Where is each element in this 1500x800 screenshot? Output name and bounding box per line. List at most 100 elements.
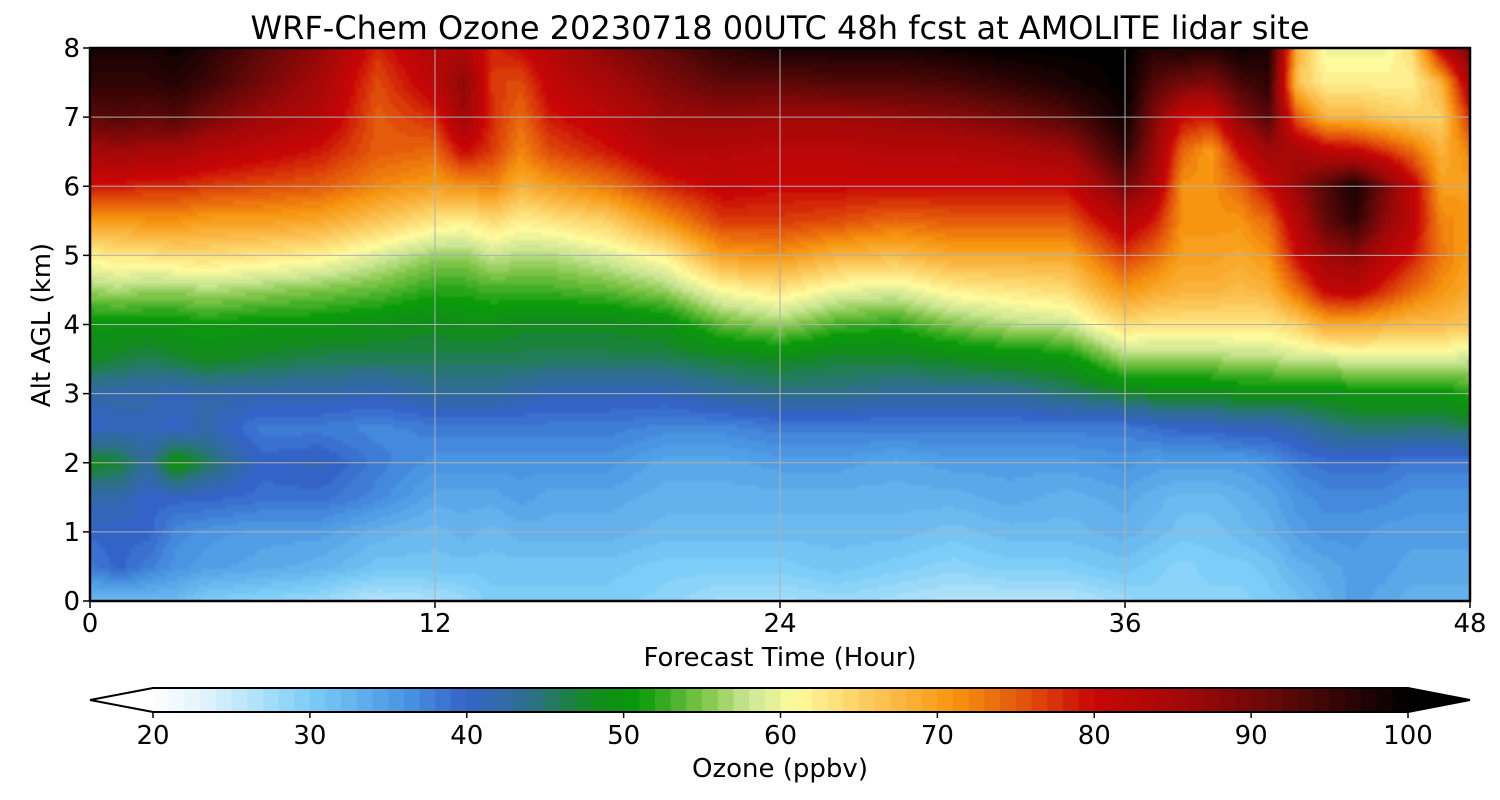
colorbar-band (1031, 688, 1048, 712)
colorbar-min-extension (90, 688, 153, 712)
chart-title: WRF-Chem Ozone 20230718 00UTC 48h fcst a… (250, 9, 1309, 47)
colorbar-band (1219, 688, 1237, 712)
colorbar-band (921, 688, 938, 712)
colorbar-ticks: 20 30 40 50 60 70 80 90 100 (136, 712, 1433, 751)
colorbar-tick-label: 90 (1235, 721, 1268, 751)
colorbar-band (1172, 688, 1189, 712)
colorbar-band (1266, 688, 1284, 712)
colorbar-band (247, 688, 264, 712)
colorbar-band (1235, 688, 1252, 712)
colorbar-max-extension (1408, 688, 1470, 712)
colorbar-tick-label: 30 (293, 721, 326, 751)
y-tick-label: 2 (63, 449, 80, 479)
y-tick-label: 1 (63, 518, 80, 548)
colorbar-band (388, 688, 405, 712)
colorbar-band (1188, 688, 1205, 712)
colorbar-band (686, 688, 703, 712)
colorbar-band (733, 688, 750, 712)
colorbar-band (545, 688, 562, 712)
colorbar-band (749, 688, 766, 712)
colorbar-band (325, 688, 342, 712)
colorbar-band (215, 688, 233, 712)
colorbar-band (435, 688, 452, 712)
y-tick-label: 0 (63, 587, 80, 617)
colorbar-band (1125, 688, 1142, 712)
colorbar-tick-label: 60 (764, 721, 797, 751)
colorbar-band (827, 688, 844, 712)
colorbar-band (1062, 688, 1080, 712)
colorbar-band (607, 688, 625, 712)
colorbar-band (843, 688, 860, 712)
colorbar-band (1157, 688, 1174, 712)
colorbar-band (1392, 688, 1409, 712)
colorbar-band (513, 688, 531, 712)
colorbar-band (639, 688, 656, 712)
colorbar-band (529, 688, 546, 712)
colorbar-tick-label: 20 (136, 721, 169, 751)
colorbar-band (655, 688, 672, 712)
colorbar-band (372, 688, 389, 712)
colorbar-band (153, 688, 170, 712)
colorbar-band (1360, 688, 1378, 712)
colorbar-band (968, 688, 986, 712)
colorbar-band (356, 688, 374, 712)
colorbar-band (937, 688, 954, 712)
colorbar-band (278, 688, 295, 712)
colorbar-band (1047, 688, 1064, 712)
colorbar-band (890, 688, 907, 712)
colorbar-band (858, 688, 876, 712)
colorbar-band (1298, 688, 1315, 712)
y-tick-label: 7 (63, 103, 80, 133)
x-tick-label: 12 (418, 609, 451, 639)
colorbar-band (702, 688, 719, 712)
y-tick-label: 3 (63, 380, 80, 410)
x-tick-label: 48 (1453, 609, 1486, 639)
x-axis-label: Forecast Time (Hour) (643, 643, 916, 673)
colorbar-band (1251, 688, 1268, 712)
y-axis-ticks: 0 1 2 3 4 5 6 7 8 (63, 34, 90, 617)
colorbar-band (592, 688, 609, 712)
colorbar-band (451, 688, 468, 712)
colorbar-band (466, 688, 484, 712)
colorbar-band (670, 688, 687, 712)
colorbar-band (184, 688, 201, 712)
colorbar-band (796, 688, 813, 712)
colorbar-band (498, 688, 515, 712)
grid-lines (90, 48, 1470, 601)
colorbar-band (717, 688, 735, 712)
colorbar-band (1000, 688, 1017, 712)
colorbar-band (1109, 688, 1127, 712)
colorbar-band (168, 688, 185, 712)
y-tick-label: 8 (63, 34, 80, 64)
colorbar-band (1313, 688, 1331, 712)
colorbar-band (623, 688, 640, 712)
y-tick-label: 5 (63, 241, 80, 271)
colorbar-band (309, 688, 327, 712)
colorbar-band (1282, 688, 1299, 712)
y-axis-label: Alt AGL (km) (27, 243, 57, 407)
colorbar-band (1141, 688, 1158, 712)
colorbar-tick-label: 50 (607, 721, 640, 751)
colorbar-band (953, 688, 970, 712)
x-tick-label: 0 (82, 609, 99, 639)
y-tick-label: 6 (63, 172, 80, 202)
colorbar-band (984, 688, 1001, 712)
colorbar-band (294, 688, 311, 712)
colorbar-band (200, 688, 217, 712)
colorbar-band (1376, 688, 1393, 712)
colorbar-tick-label: 70 (921, 721, 954, 751)
x-tick-label: 24 (763, 609, 796, 639)
colorbar-band (1094, 688, 1111, 712)
colorbar-band (764, 688, 782, 712)
colorbar-band (231, 688, 248, 712)
colorbar-label: Ozone (ppbv) (692, 754, 868, 784)
colorbar-band (811, 688, 829, 712)
x-tick-label: 36 (1108, 609, 1141, 639)
colorbar-band (1204, 688, 1221, 712)
colorbar-band (262, 688, 280, 712)
colorbar-band (1329, 688, 1346, 712)
colorbar-band (404, 688, 421, 712)
colorbar-band (576, 688, 593, 712)
colorbar-band (482, 688, 499, 712)
